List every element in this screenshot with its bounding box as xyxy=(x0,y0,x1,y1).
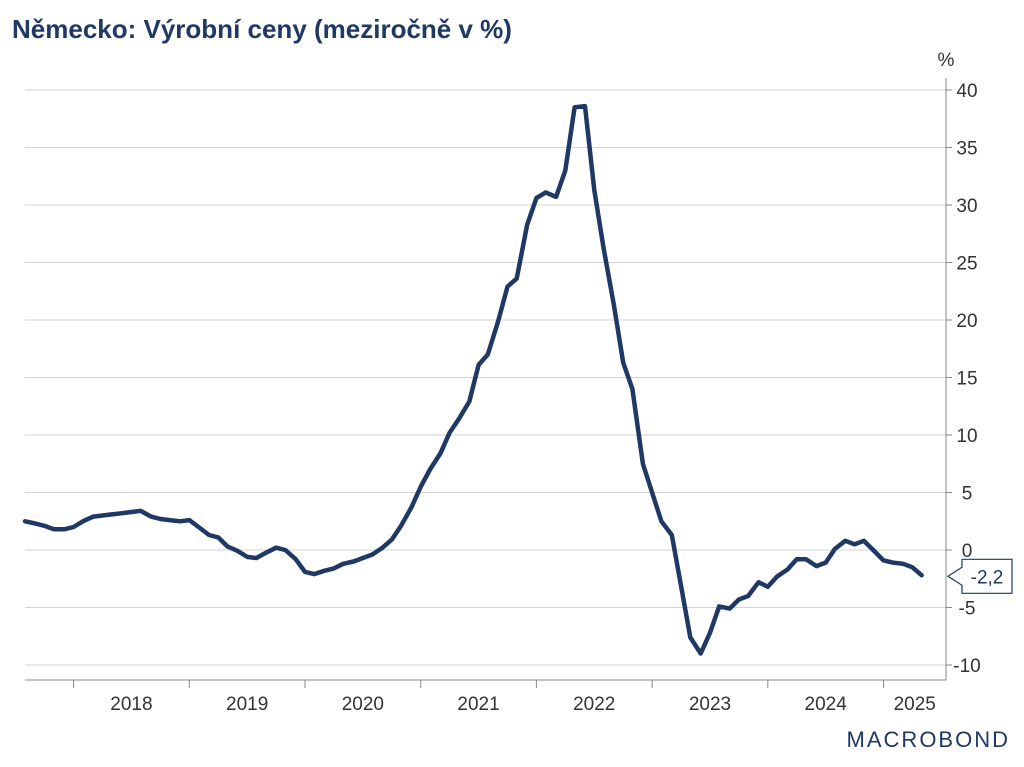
y-tick-label: 35 xyxy=(956,139,977,160)
x-tick-label: 2018 xyxy=(110,694,152,715)
y-tick-labels: -10 -5 0 5 10 15 20 25 30 35 40 xyxy=(953,81,980,677)
axes xyxy=(25,78,952,688)
x-tick-label: 2022 xyxy=(573,694,615,715)
y-tick-label: 15 xyxy=(956,369,977,390)
chart-title: Německo: Výrobní ceny (meziročně v %) xyxy=(12,14,512,44)
y-tick-label: 25 xyxy=(956,254,977,275)
y-tick-label: 30 xyxy=(956,196,977,217)
y-tick-label: 0 xyxy=(962,541,973,562)
x-tick-label: 2024 xyxy=(805,694,848,715)
y-tick-label: 5 xyxy=(962,484,973,505)
y-tick-label: 40 xyxy=(956,81,977,102)
last-value-callout: -2,2 xyxy=(946,558,1013,594)
macrobond-logo: MACROBOND xyxy=(846,727,1010,752)
y-tick-label: -10 xyxy=(953,656,980,677)
x-tick-label: 2023 xyxy=(689,694,731,715)
x-tick-labels: 2018 2019 2020 2021 2022 2023 2024 2025 xyxy=(110,694,936,715)
series-layer xyxy=(22,103,924,656)
x-tick-label: 2019 xyxy=(226,694,268,715)
x-tick-label: 2020 xyxy=(342,694,384,715)
y-axis-unit-label: % xyxy=(938,50,955,71)
y-tick-label: 10 xyxy=(956,426,977,447)
callout-box xyxy=(946,558,1013,594)
last-value-label: -2,2 xyxy=(971,567,1004,588)
y-tick-label: 20 xyxy=(956,311,977,332)
y-tick-label: -5 xyxy=(959,599,976,620)
x-tick-label: 2025 xyxy=(894,694,936,715)
gridlines xyxy=(25,89,946,666)
x-tick-label: 2021 xyxy=(457,694,499,715)
series-line xyxy=(22,103,924,656)
